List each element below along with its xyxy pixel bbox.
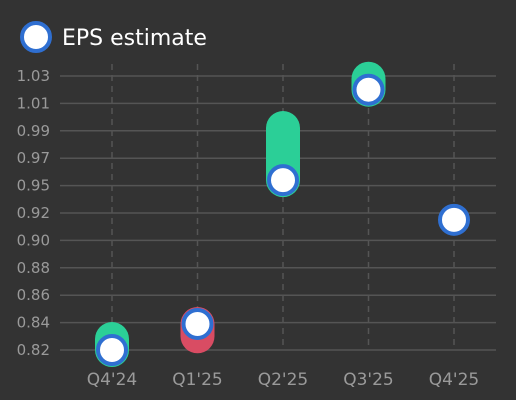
estimate-marker (267, 164, 299, 197)
y-tick-label: 0.99 (17, 122, 50, 140)
x-tick-label: Q2'25 (258, 370, 309, 390)
y-tick-label: 0.97 (17, 149, 50, 167)
grid (60, 64, 496, 351)
x-tick-label: Q4'25 (429, 370, 480, 390)
range-bars (95, 61, 386, 367)
y-tick-label: 1.03 (17, 67, 50, 85)
y-tick-label: 0.95 (17, 177, 50, 195)
legend[interactable]: EPS estimate (20, 21, 207, 53)
y-tick-label: 0.92 (17, 204, 50, 222)
estimate-marker (96, 334, 128, 366)
estimate-marker (181, 307, 214, 340)
y-tick-label: 0.84 (17, 314, 50, 332)
y-tick-label: 0.90 (17, 231, 50, 249)
x-axis: Q4'24 Q1'25 Q2'25 Q3'25 Q4'25 (87, 370, 480, 390)
estimate-marker (352, 73, 385, 106)
legend-marker-icon (20, 21, 52, 53)
x-tick-label: Q3'25 (343, 370, 394, 390)
y-tick-label: 0.82 (17, 341, 50, 359)
estimate-markers (96, 73, 470, 366)
legend-label: EPS estimate (62, 26, 207, 51)
y-tick-label: 1.01 (17, 94, 50, 112)
y-axis: 0.82 0.84 0.86 0.88 0.90 0.92 0.95 0.97 0.99 1.01… (17, 67, 50, 359)
y-tick-label: 0.86 (17, 286, 50, 304)
x-tick-label: Q1'25 (172, 370, 223, 390)
estimate-marker (438, 203, 470, 236)
y-tick-label: 0.88 (17, 259, 50, 277)
x-tick-label: Q4'24 (87, 370, 138, 390)
